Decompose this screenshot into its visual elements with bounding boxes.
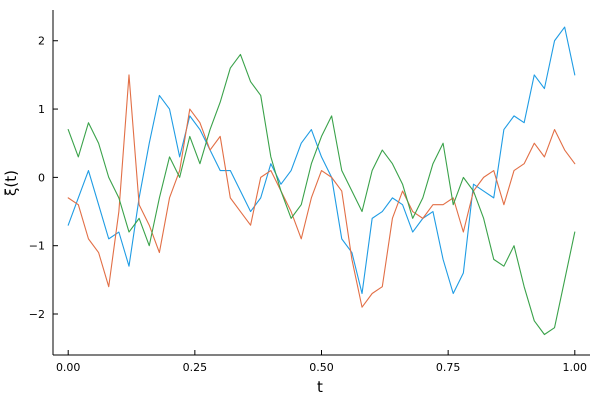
y-tick-label: 2 xyxy=(38,35,45,48)
series-group xyxy=(67,26,576,336)
series-line-2 xyxy=(67,74,576,308)
y-tick-label: −2 xyxy=(29,308,45,321)
x-axis-label: t xyxy=(317,378,323,396)
series-line-3 xyxy=(67,53,576,336)
y-tick-label: −1 xyxy=(29,240,45,253)
y-tick-label: 1 xyxy=(38,103,45,116)
x-tick-label: 0.75 xyxy=(436,361,461,374)
x-tick-label: 0.00 xyxy=(56,361,81,374)
series-line-1 xyxy=(67,26,576,295)
x-tick-label: 0.50 xyxy=(309,361,334,374)
y-axis-label: ξ(t) xyxy=(2,170,20,196)
y-ticks: −2 −1 0 1 2 xyxy=(29,35,58,321)
y-tick-label: 0 xyxy=(38,171,45,184)
x-ticks: 0.00 0.25 0.50 0.75 1.00 xyxy=(56,350,587,374)
x-tick-label: 0.25 xyxy=(183,361,208,374)
x-tick-label: 1.00 xyxy=(563,361,588,374)
